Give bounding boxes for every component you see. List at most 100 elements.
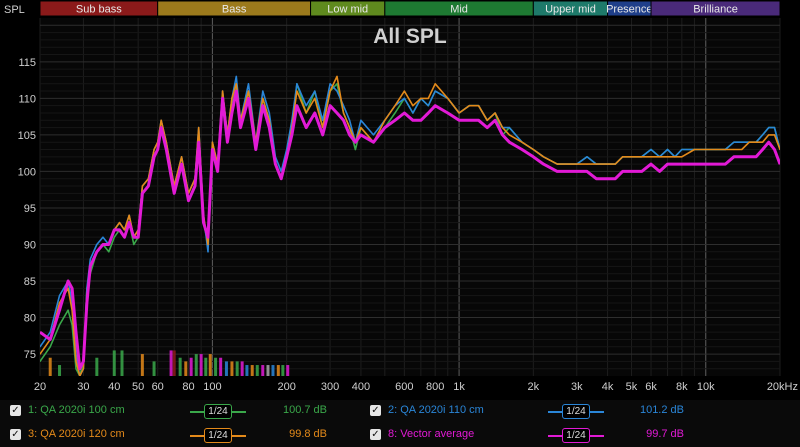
- data-point: [715, 148, 717, 151]
- bottom-bar: [152, 361, 156, 376]
- data-point: [434, 83, 436, 85]
- series-1-checkbox[interactable]: ✓: [10, 405, 21, 416]
- data-point: [305, 105, 307, 107]
- series-1-smoothing-control[interactable]: 1/24: [190, 404, 246, 419]
- bottom-bar: [214, 357, 218, 376]
- data-point: [349, 119, 351, 121]
- y-tick-label: 85: [24, 276, 36, 288]
- data-point: [296, 105, 298, 107]
- data-point: [521, 148, 523, 151]
- data-point: [568, 163, 570, 165]
- y-tick-label: 90: [24, 239, 36, 251]
- data-point: [173, 192, 175, 194]
- data-point: [768, 141, 770, 143]
- data-point: [447, 112, 449, 114]
- band-low-mid: Low mid: [310, 0, 386, 17]
- series-8-smoothing-control[interactable]: 1/24: [548, 428, 604, 443]
- spl-chart[interactable]: Sub bass Bass Low mid Mid Upper mid Presence B…: [0, 0, 800, 400]
- series-3-checkbox[interactable]: ✓: [10, 429, 21, 440]
- series-2-checkbox[interactable]: ✓: [370, 405, 381, 416]
- x-tick-label: 2k: [528, 381, 540, 393]
- y-tick-label: 100: [18, 166, 36, 178]
- series-2-smoothing-label: 1/24: [562, 404, 590, 419]
- data-point: [508, 141, 511, 143]
- data-point: [336, 75, 338, 78]
- y-tick-label: 75: [24, 349, 36, 361]
- data-point: [291, 134, 293, 136]
- data-point: [113, 229, 115, 231]
- data-point: [427, 97, 429, 99]
- data-point: [394, 119, 396, 121]
- band-label: Presence: [606, 4, 652, 16]
- data-point: [82, 368, 85, 370]
- band-brilliance: Brilliance: [650, 0, 781, 17]
- x-tick-label: 80: [182, 381, 194, 393]
- data-point: [412, 105, 414, 107]
- band-rect: [650, 0, 781, 17]
- data-point: [187, 200, 190, 202]
- data-point: [486, 126, 488, 129]
- data-point: [674, 156, 676, 158]
- series-8-smoothing-label: 1/24: [562, 428, 590, 443]
- bottom-bar: [255, 365, 259, 376]
- data-point: [305, 112, 307, 114]
- band-label: Sub bass: [76, 4, 122, 16]
- bottom-bar: [224, 361, 228, 376]
- series-4: [40, 89, 780, 371]
- data-point: [641, 156, 643, 158]
- data-point: [239, 126, 242, 129]
- bottom-bar: [48, 357, 52, 376]
- x-tick-label: 200: [277, 381, 295, 393]
- data-point: [71, 309, 73, 311]
- data-point: [521, 141, 523, 143]
- legend-row-2: ✓ 3: QA 2020i 120 cm 1/24 99.8 dB ✓ 8: V…: [0, 424, 800, 447]
- bottom-bar: [230, 361, 234, 376]
- data-point: [102, 243, 104, 246]
- bottom-bar: [261, 365, 265, 376]
- data-point: [67, 309, 69, 311]
- bottom-bar: [199, 354, 203, 376]
- data-point: [715, 163, 717, 165]
- data-point: [755, 156, 757, 158]
- data-point: [773, 148, 776, 151]
- data-point: [314, 112, 316, 114]
- series-2-value: 101.2 dB: [639, 404, 684, 416]
- data-point: [741, 141, 743, 143]
- bottom-bar: [240, 361, 244, 376]
- x-tick-label: 5k: [626, 381, 638, 393]
- y-tick-label: 105: [18, 130, 36, 142]
- legend-row-1: ✓ 1: QA 2020i 100 cm 1/24 100.7 dB ✓ 2: …: [0, 400, 800, 423]
- data-point: [360, 134, 362, 136]
- data-point: [666, 148, 669, 151]
- band-label: Upper mid: [545, 4, 596, 16]
- data-point: [650, 156, 652, 158]
- data-point: [486, 119, 488, 121]
- data-point: [733, 156, 735, 158]
- data-point: [761, 134, 764, 136]
- bottom-bar: [219, 357, 223, 376]
- data-point: [501, 126, 504, 129]
- band-presence: Presence: [606, 0, 653, 17]
- data-point: [198, 141, 200, 143]
- series-8-checkbox[interactable]: ✓: [370, 429, 381, 440]
- y-tick-label: 95: [24, 203, 36, 215]
- series-2-smoothing-control[interactable]: 1/24: [548, 404, 604, 419]
- bottom-bar: [286, 365, 290, 376]
- x-tick-label: 300: [321, 381, 339, 393]
- series-1-name: 1: QA 2020i 100 cm: [28, 404, 125, 416]
- data-point: [194, 185, 196, 187]
- data-point: [748, 141, 750, 143]
- data-point: [586, 163, 588, 165]
- x-tick-label: 8k: [676, 381, 688, 393]
- data-point: [180, 163, 183, 165]
- data-point: [542, 156, 545, 158]
- bottom-bar: [172, 350, 176, 376]
- series-3-smoothing-control[interactable]: 1/24: [190, 428, 246, 443]
- data-point: [576, 163, 578, 165]
- data-point: [49, 331, 51, 333]
- data-point: [360, 126, 362, 129]
- bottom-bar: [208, 354, 212, 376]
- data-point: [305, 126, 307, 129]
- data-point: [235, 90, 237, 92]
- data-point: [501, 134, 504, 136]
